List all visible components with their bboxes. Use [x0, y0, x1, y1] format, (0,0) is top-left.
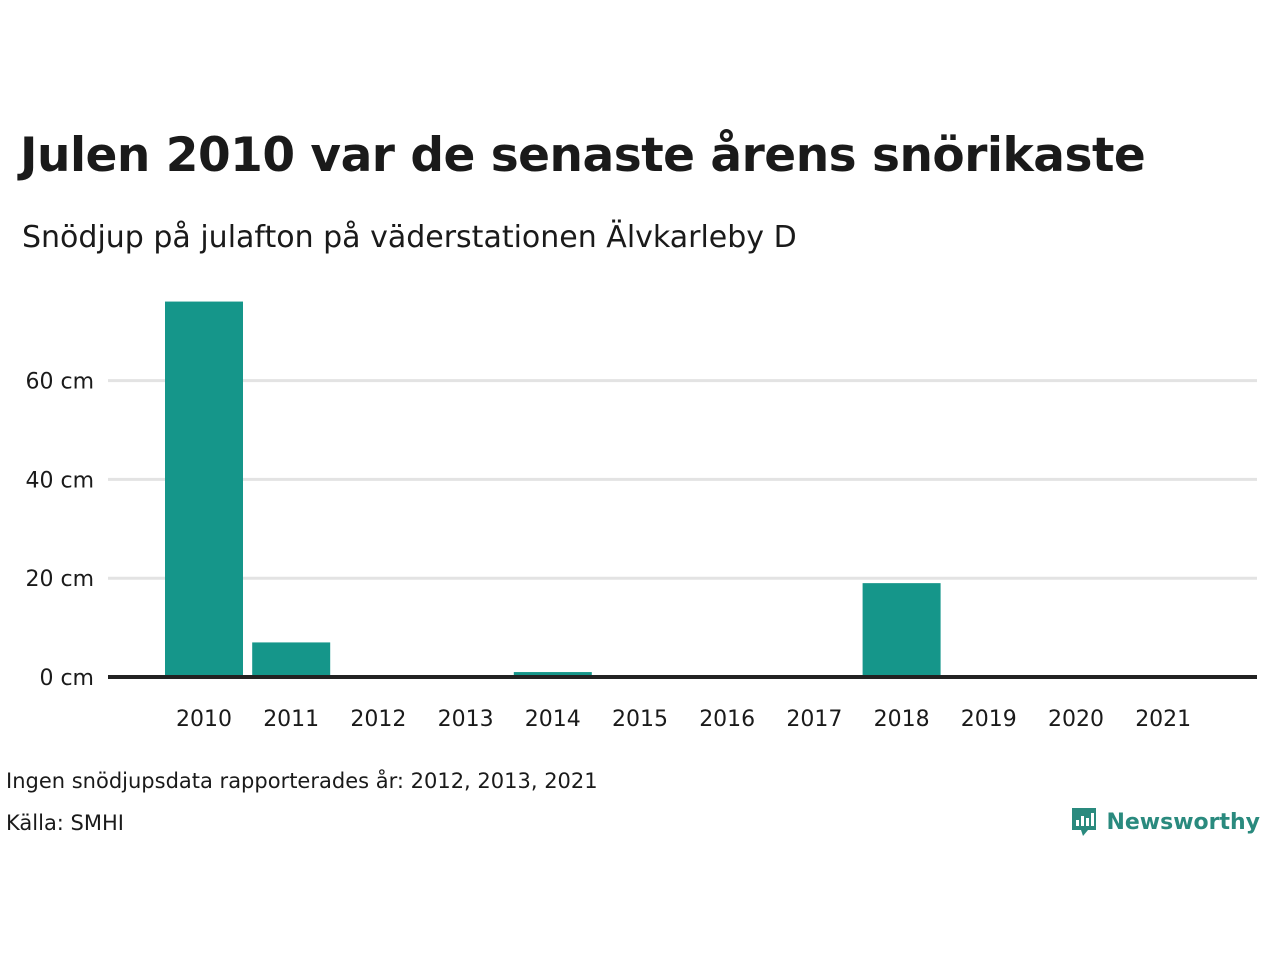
chart-subtitle: Snödjup på julafton på väderstationen Äl…: [22, 220, 797, 255]
bar-2018: [862, 583, 941, 677]
axes: 0 cm 20 cm 40 cm 60 cm 2010 2011 2012 2013 2014 2…: [25, 370, 1257, 732]
newsworthy-logo: Newsworthy: [1070, 806, 1260, 838]
y-tick-label: 0 cm: [39, 666, 94, 691]
bar-chart: 0 cm 20 cm 40 cm 60 cm 2010 2011 2012 2013 2014 2…: [25, 301, 1257, 732]
x-tick-label: 2017: [786, 707, 842, 732]
y-tick-label: 20 cm: [25, 567, 94, 592]
x-tick-label: 2014: [525, 707, 581, 732]
x-tick-label: 2010: [176, 707, 232, 732]
bar-2014: [513, 672, 592, 677]
x-tick-label: 2016: [699, 707, 755, 732]
x-tick-label: 2019: [961, 707, 1017, 732]
newsworthy-logo-icon: [1072, 808, 1097, 836]
x-tick-label: 2021: [1135, 707, 1191, 732]
x-tick-label: 2011: [263, 707, 319, 732]
y-tick-label: 40 cm: [25, 468, 94, 493]
bar-2011: [252, 642, 331, 677]
gridlines: [108, 379, 1257, 580]
bars: [165, 301, 941, 677]
source-note: Källa: SMHI: [6, 811, 124, 835]
x-tick-label: 2012: [350, 707, 406, 732]
x-tick-label: 2018: [874, 707, 930, 732]
chart-title: Julen 2010 var de senaste årens snörikas…: [20, 128, 1146, 183]
x-tick-label: 2015: [612, 707, 668, 732]
x-tick-label: 2020: [1048, 707, 1104, 732]
y-tick-label: 60 cm: [25, 370, 94, 395]
bar-2010: [165, 301, 243, 677]
missing-data-note: Ingen snödjupsdata rapporterades år: 201…: [6, 769, 598, 793]
x-tick-label: 2013: [438, 707, 494, 732]
newsworthy-logo-text: Newsworthy: [1106, 809, 1260, 835]
